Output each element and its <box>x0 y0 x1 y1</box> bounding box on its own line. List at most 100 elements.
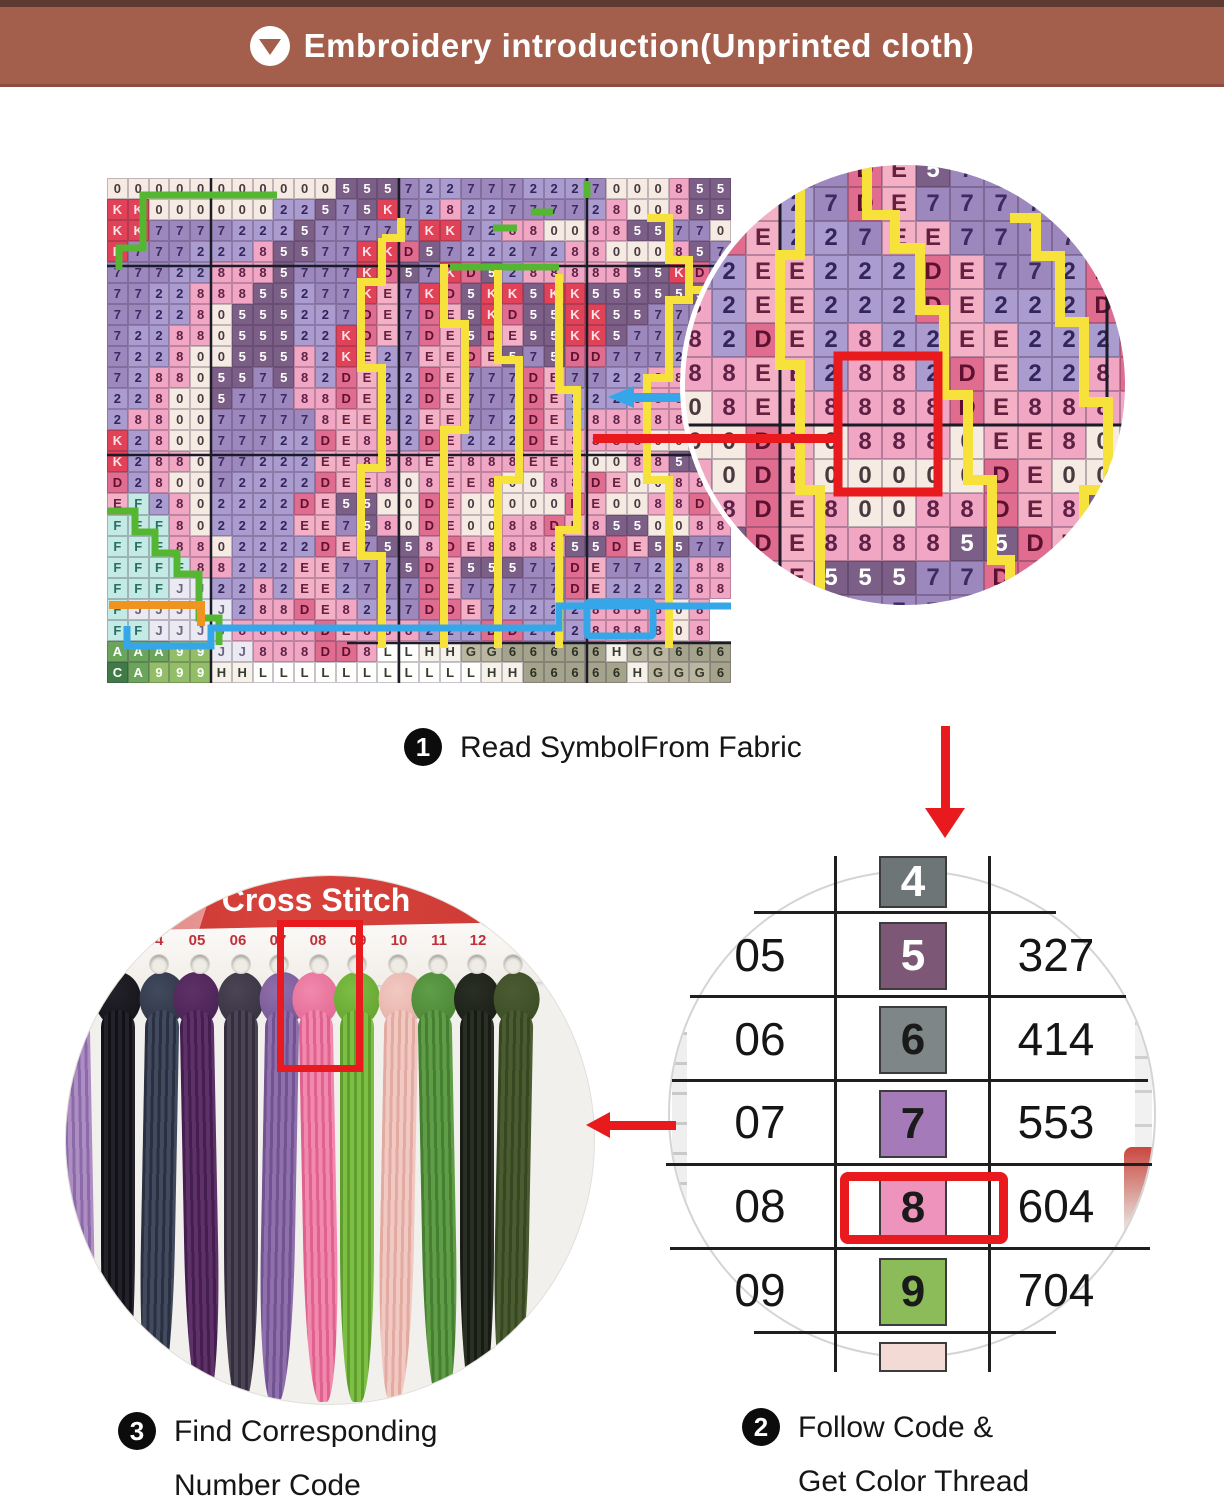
stitch-cell: 2 <box>294 283 315 305</box>
stitch-cell: 0 <box>210 535 232 557</box>
stitch-cell: E <box>502 325 523 347</box>
stitch-cell: E <box>626 535 648 557</box>
stitch-cell: 2 <box>231 598 253 620</box>
stitch-cell: E <box>335 451 357 473</box>
stitch-cell: J <box>169 619 191 641</box>
stitch-cell: 8 <box>148 367 170 389</box>
stitch-cell: 0 <box>252 199 274 221</box>
thread-bundle <box>454 972 500 1402</box>
stitch-cell: 2 <box>848 255 882 289</box>
stitch-cell: 0 <box>169 409 191 431</box>
stitch-cell: 5 <box>647 262 669 284</box>
stitch-cell: A <box>107 640 128 662</box>
table-symbol-swatch: 9 <box>879 1258 947 1326</box>
stitch-cell: 0 <box>481 514 503 536</box>
stitch-cell: 2 <box>231 535 253 557</box>
stitch-cell: 8 <box>1086 357 1120 391</box>
stitch-cell: 7 <box>746 165 780 187</box>
stitch-cell: 8 <box>916 493 950 527</box>
stitch-cell: 7 <box>1018 255 1052 289</box>
stitch-cell: 0 <box>169 178 191 200</box>
table-code-number: 05 <box>734 929 786 981</box>
stitch-cell: E <box>746 289 780 323</box>
stitch-cell: K <box>107 241 128 263</box>
stitch-cell: 5 <box>647 220 669 242</box>
stitch-cell: 8 <box>252 577 274 599</box>
stitch-cell: 2 <box>685 221 712 255</box>
stitch-cell: D <box>522 430 544 452</box>
stitch-cell: J <box>127 598 149 620</box>
stitch-cell: 7 <box>481 367 503 389</box>
stitch-cell: K <box>564 325 586 347</box>
stitch-cell: E <box>564 514 586 536</box>
stitch-cell: D <box>335 367 357 389</box>
stitch-cell: E <box>356 409 378 431</box>
stitch-cell: F <box>127 514 149 536</box>
stitch-cell: 2 <box>585 388 607 410</box>
stitch-cell: 7 <box>356 577 378 599</box>
stitch-cell: 5 <box>356 199 378 221</box>
stitch-cell: 0 <box>127 178 149 200</box>
stitch-cell: 7 <box>1052 221 1086 255</box>
stitch-cell: 2 <box>984 289 1018 323</box>
stitch-cell: H <box>481 661 503 683</box>
stitch-cell: D <box>418 556 440 578</box>
stitch-cell: 5 <box>626 220 648 242</box>
stitch-cell: 7 <box>190 220 211 242</box>
table-symbol-swatch: 6 <box>879 1006 947 1074</box>
stitch-cell: 0 <box>231 199 253 221</box>
stitch-cell: 7 <box>377 556 399 578</box>
stitch-cell: 5 <box>252 283 274 305</box>
stitch-cell: 0 <box>916 459 950 493</box>
stitch-cell: 5 <box>377 535 399 557</box>
stitch-cell: 2 <box>685 255 712 289</box>
stitch-cell: 2 <box>780 221 814 255</box>
stitch-cell: 5 <box>606 514 627 536</box>
stitch-cell: 0 <box>848 493 882 527</box>
stitch-cell: 8 <box>294 619 315 641</box>
stitch-cell: D <box>460 262 482 284</box>
stitch-cell: E <box>712 165 746 187</box>
stitch-cell: 2 <box>231 493 253 515</box>
stitch-cell: F <box>107 535 128 557</box>
stitch-cell: 2 <box>273 556 295 578</box>
stitch-cell: D <box>1086 221 1120 255</box>
stitch-cell: 7 <box>647 325 669 347</box>
stitch-cell: 2 <box>712 323 746 357</box>
stitch-cell: D <box>564 577 586 599</box>
card-hole <box>467 954 487 974</box>
stitch-cell: J <box>210 640 232 662</box>
stitch-cell: K <box>564 283 586 305</box>
stitch-cell: 7 <box>522 346 544 368</box>
stitch-cell: 8 <box>606 409 627 431</box>
stitch-cell: K <box>356 262 378 284</box>
stitch-cell: 8 <box>626 598 648 620</box>
card-slot-number: 11 <box>431 932 447 949</box>
stitch-cell: K <box>585 304 607 326</box>
stitch-cell: K <box>127 199 149 221</box>
stitch-cell: 7 <box>107 367 128 389</box>
stitch-cell: D <box>335 640 357 662</box>
stitch-cell: 7 <box>398 325 419 347</box>
stitch-cell: 7 <box>210 451 232 473</box>
stitch-cell: 5 <box>273 241 295 263</box>
stitch-cell: E <box>314 493 336 515</box>
stitch-cell: F <box>148 535 170 557</box>
stitch-cell: 8 <box>585 598 607 620</box>
stitch-cell: 0 <box>606 178 627 200</box>
stitch-cell: 8 <box>564 451 586 473</box>
stitch-cell: 5 <box>294 241 315 263</box>
stitch-cell: 0 <box>543 493 565 515</box>
stitch-cell: J <box>169 577 191 599</box>
stitch-cell: 7 <box>1018 595 1052 605</box>
stitch-cell: 2 <box>606 577 627 599</box>
stitch-cell: 8 <box>543 262 565 284</box>
stitch-cell: 8 <box>606 199 627 221</box>
stitch-cell: 2 <box>418 178 440 200</box>
card-hole <box>66 954 86 974</box>
stitch-cell: 7 <box>606 556 627 578</box>
stitch-cell: H <box>439 640 461 662</box>
stitch-cell: K <box>564 304 586 326</box>
stitch-cell: 5 <box>398 535 419 557</box>
stitch-cell: 8 <box>294 640 315 662</box>
